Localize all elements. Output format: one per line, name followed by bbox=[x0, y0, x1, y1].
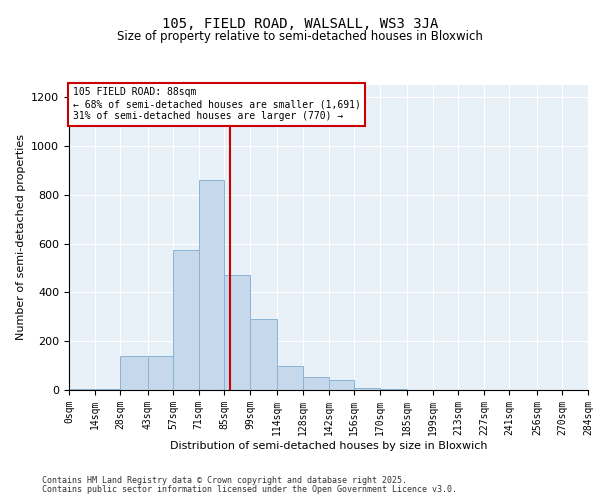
Bar bbox=[354, 388, 380, 390]
Bar bbox=[95, 389, 120, 390]
Bar bbox=[277, 366, 303, 390]
Bar bbox=[329, 380, 354, 390]
Y-axis label: Number of semi-detached properties: Number of semi-detached properties bbox=[16, 134, 26, 340]
Bar bbox=[173, 250, 199, 390]
Bar bbox=[199, 180, 224, 390]
Text: Contains HM Land Registry data © Crown copyright and database right 2025.: Contains HM Land Registry data © Crown c… bbox=[42, 476, 407, 485]
Bar bbox=[148, 356, 173, 390]
Bar bbox=[303, 376, 329, 390]
Bar bbox=[69, 389, 95, 390]
Bar bbox=[250, 319, 277, 390]
Bar bbox=[224, 276, 250, 390]
Bar bbox=[380, 389, 407, 390]
Bar bbox=[120, 356, 148, 390]
Text: 105, FIELD ROAD, WALSALL, WS3 3JA: 105, FIELD ROAD, WALSALL, WS3 3JA bbox=[162, 18, 438, 32]
X-axis label: Distribution of semi-detached houses by size in Bloxwich: Distribution of semi-detached houses by … bbox=[170, 440, 487, 450]
Text: Contains public sector information licensed under the Open Government Licence v3: Contains public sector information licen… bbox=[42, 485, 457, 494]
Text: 105 FIELD ROAD: 88sqm
← 68% of semi-detached houses are smaller (1,691)
31% of s: 105 FIELD ROAD: 88sqm ← 68% of semi-deta… bbox=[73, 88, 361, 120]
Text: Size of property relative to semi-detached houses in Bloxwich: Size of property relative to semi-detach… bbox=[117, 30, 483, 43]
